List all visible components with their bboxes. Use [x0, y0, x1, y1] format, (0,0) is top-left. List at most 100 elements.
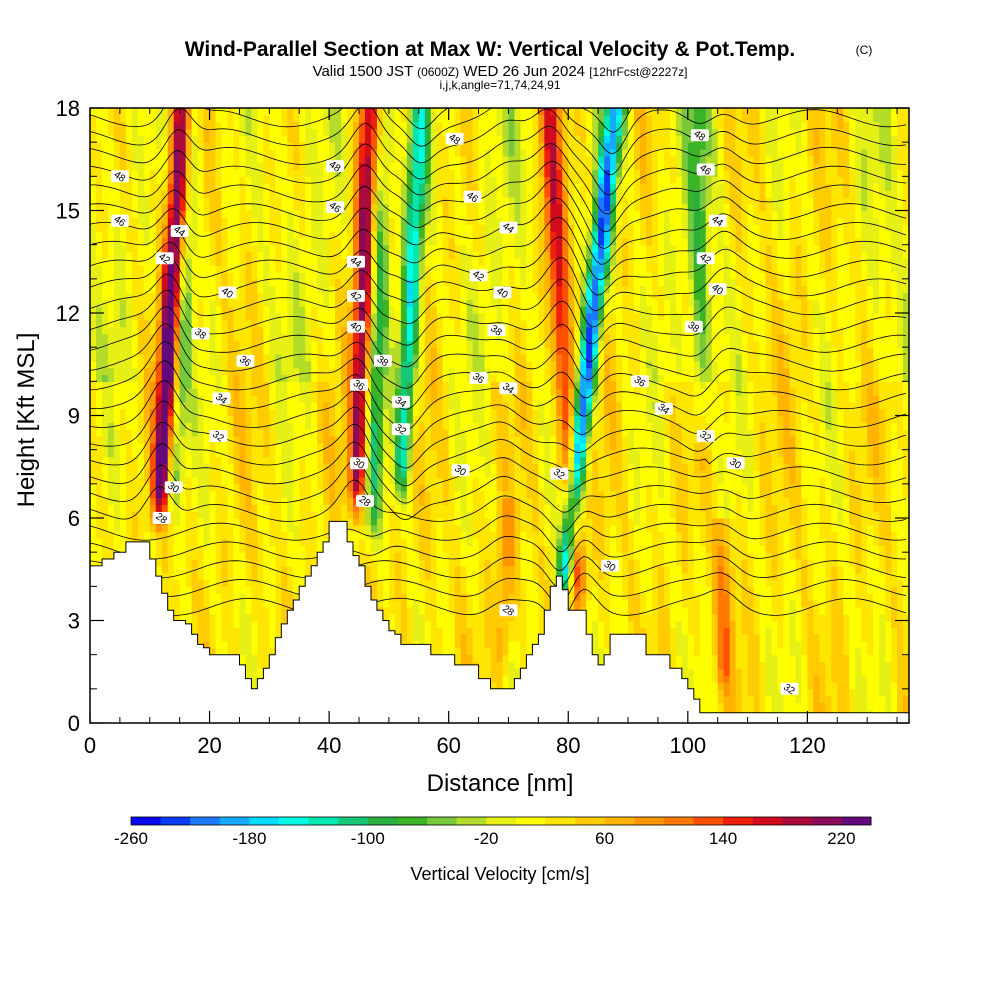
velocity-cell [364, 490, 372, 499]
velocity-cell [394, 388, 402, 396]
velocity-cell [275, 463, 282, 471]
velocity-cell [143, 388, 151, 396]
velocity-cell [669, 497, 677, 505]
velocity-cell [777, 504, 791, 512]
velocity-cell [729, 395, 737, 403]
velocity-cell [538, 429, 551, 437]
velocity-cell [167, 524, 175, 533]
velocity-cell [341, 429, 348, 437]
velocity-cell [436, 381, 444, 389]
velocity-cell [819, 524, 832, 533]
velocity-cell [735, 688, 743, 697]
velocity-cell [215, 586, 235, 594]
velocity-cell [299, 497, 312, 505]
velocity-cell [317, 436, 324, 444]
velocity-cell [382, 429, 390, 437]
velocity-cell [347, 401, 354, 410]
velocity-cell [735, 497, 743, 505]
velocity-cell [903, 600, 909, 608]
velocity-cell [275, 586, 282, 594]
velocity-cell [867, 449, 874, 458]
velocity-cell [221, 463, 235, 471]
velocity-cell [711, 504, 719, 512]
velocity-cell [460, 552, 480, 560]
velocity-cell [801, 422, 814, 430]
velocity-cell [675, 483, 689, 492]
velocity-cell [364, 524, 372, 533]
velocity-cell [795, 559, 802, 567]
velocity-cell [735, 613, 743, 622]
velocity-cell [562, 456, 569, 464]
velocity-cell [113, 388, 139, 396]
velocity-cell [705, 381, 719, 389]
velocity-cell [149, 429, 157, 437]
velocity-cell [101, 442, 109, 451]
velocity-cell [466, 483, 474, 492]
velocity-cell [723, 545, 731, 553]
velocity-cell [538, 436, 545, 444]
velocity-cell [442, 545, 462, 553]
velocity-cell [586, 606, 599, 615]
velocity-cell [526, 490, 539, 499]
velocity-cell [705, 518, 713, 526]
velocity-cell [891, 634, 898, 642]
velocity-cell [747, 579, 755, 587]
velocity-cell [771, 634, 779, 642]
velocity-cell [149, 483, 157, 492]
velocity-cell [897, 586, 904, 594]
velocity-cell [478, 586, 486, 594]
velocity-cell [532, 518, 539, 526]
velocity-cell [795, 436, 802, 444]
velocity-cell [639, 449, 653, 458]
velocity-cell [687, 483, 701, 492]
velocity-cell [251, 647, 258, 656]
velocity-cell [454, 565, 462, 574]
velocity-cell [765, 497, 773, 505]
velocity-cell [616, 490, 629, 499]
velocity-cell [400, 620, 408, 628]
velocity-cell [496, 627, 504, 635]
velocity-cell [430, 531, 438, 540]
velocity-cell [717, 702, 725, 710]
velocity-cell [586, 545, 593, 553]
velocity-cell [430, 518, 438, 526]
velocity-cell [765, 661, 779, 669]
velocity-cell [831, 415, 838, 423]
velocity-cell [370, 415, 378, 423]
velocity-cell [879, 395, 904, 403]
velocity-cell [526, 483, 539, 492]
velocity-cell [173, 565, 187, 574]
velocity-cell [544, 456, 551, 464]
velocity-cell [831, 586, 838, 594]
velocity-cell [179, 429, 187, 437]
velocity-cell [269, 524, 282, 533]
velocity-cell [502, 504, 516, 512]
velocity-cell [185, 572, 193, 581]
velocity-cell [711, 490, 719, 499]
velocity-cell [394, 477, 402, 485]
velocity-cell [657, 634, 671, 642]
velocity-cell [293, 565, 306, 574]
velocity-cell [382, 524, 390, 533]
velocity-cell [717, 634, 725, 642]
velocity-cell [789, 395, 797, 403]
velocity-cell [604, 415, 611, 423]
velocity-cell [903, 586, 909, 594]
velocity-cell [364, 415, 372, 423]
velocity-cell [245, 429, 253, 437]
velocity-cell [903, 360, 909, 369]
velocity-cell [610, 463, 623, 471]
velocity-cell [795, 688, 802, 697]
velocity-cell [729, 600, 737, 608]
velocity-cell [592, 395, 599, 403]
velocity-cell [317, 415, 324, 423]
velocity-cell [197, 367, 211, 376]
velocity-cell [538, 422, 551, 430]
velocity-cell [831, 360, 838, 369]
velocity-cell [245, 388, 253, 396]
velocity-cell [287, 565, 294, 574]
velocity-cell [861, 606, 874, 615]
velocity-cell [753, 572, 767, 581]
velocity-cell [143, 436, 151, 444]
velocity-cell [651, 367, 659, 376]
